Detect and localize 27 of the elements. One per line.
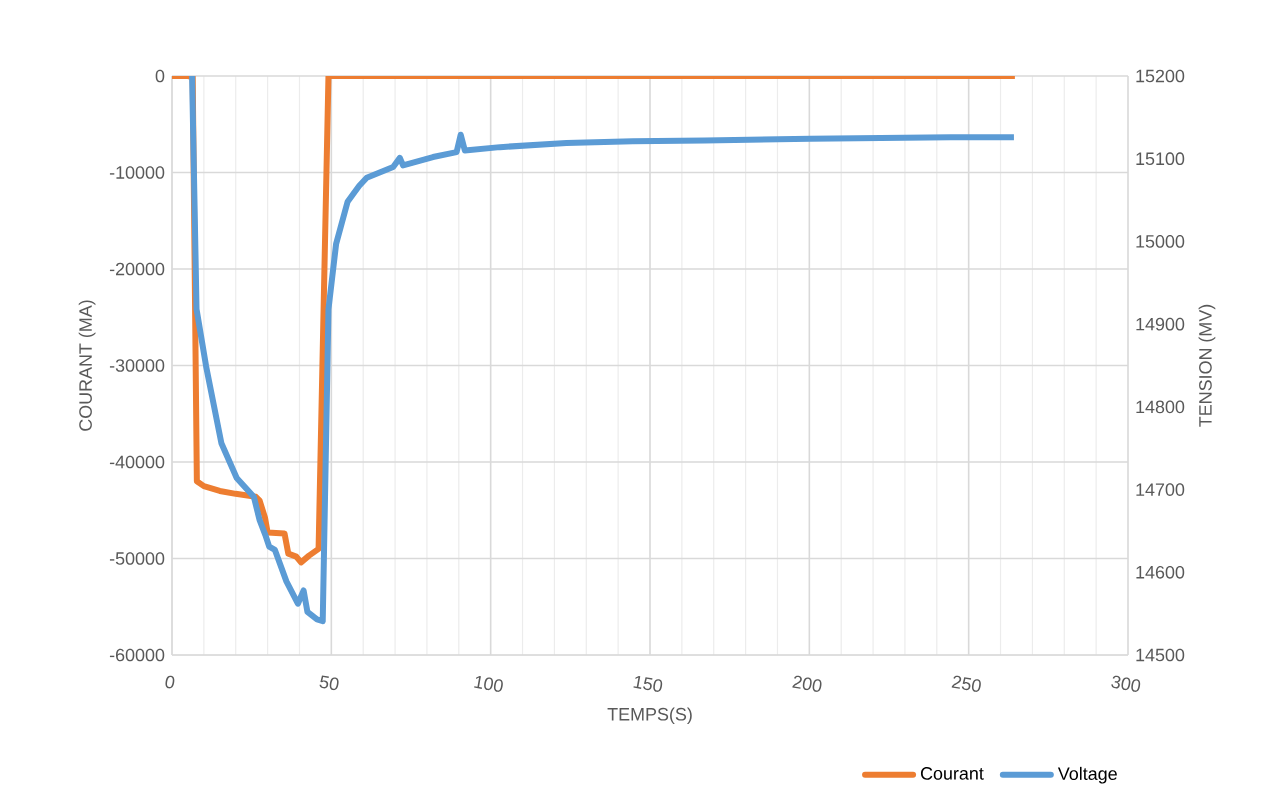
- y2-tick-label: 14600: [1136, 565, 1185, 579]
- y-tick-label: 0: [155, 69, 165, 83]
- y-tick-label: -60000: [109, 648, 165, 662]
- legend-label: Courant: [920, 767, 984, 780]
- x-tick-label: 0: [165, 675, 175, 689]
- y-tick-label: -40000: [109, 455, 165, 469]
- y2-tick-label: 14500: [1136, 648, 1185, 662]
- x-axis-title: TEMPS(S): [607, 707, 692, 725]
- x-tick-label: 100: [474, 675, 503, 692]
- y2-tick-label: 15000: [1136, 235, 1185, 248]
- legend-label: Voltage: [1057, 766, 1117, 784]
- x-tick-label: 300: [1111, 675, 1141, 692]
- x-tick-label: 50: [319, 675, 339, 691]
- x-tick-label: 250: [951, 675, 981, 692]
- y2-tick-label: 15100: [1136, 152, 1185, 166]
- y-tick-label: -20000: [109, 262, 165, 276]
- y-tick-label: -50000: [109, 552, 165, 565]
- y2-tick-label: 14700: [1136, 483, 1185, 496]
- y-tick-label: -10000: [109, 166, 165, 179]
- y2-tick-label: 15200: [1136, 69, 1185, 83]
- y2-tick-label: 14900: [1136, 317, 1185, 331]
- y-tick-label: -30000: [109, 359, 165, 372]
- x-tick-label: 200: [792, 675, 822, 692]
- y2-tick-label: 14800: [1136, 400, 1185, 414]
- y2-axis-title: TENSION (MV): [1198, 304, 1216, 427]
- x-tick-label: 150: [633, 675, 663, 692]
- y-axis-title: COURANT (MA): [78, 300, 96, 431]
